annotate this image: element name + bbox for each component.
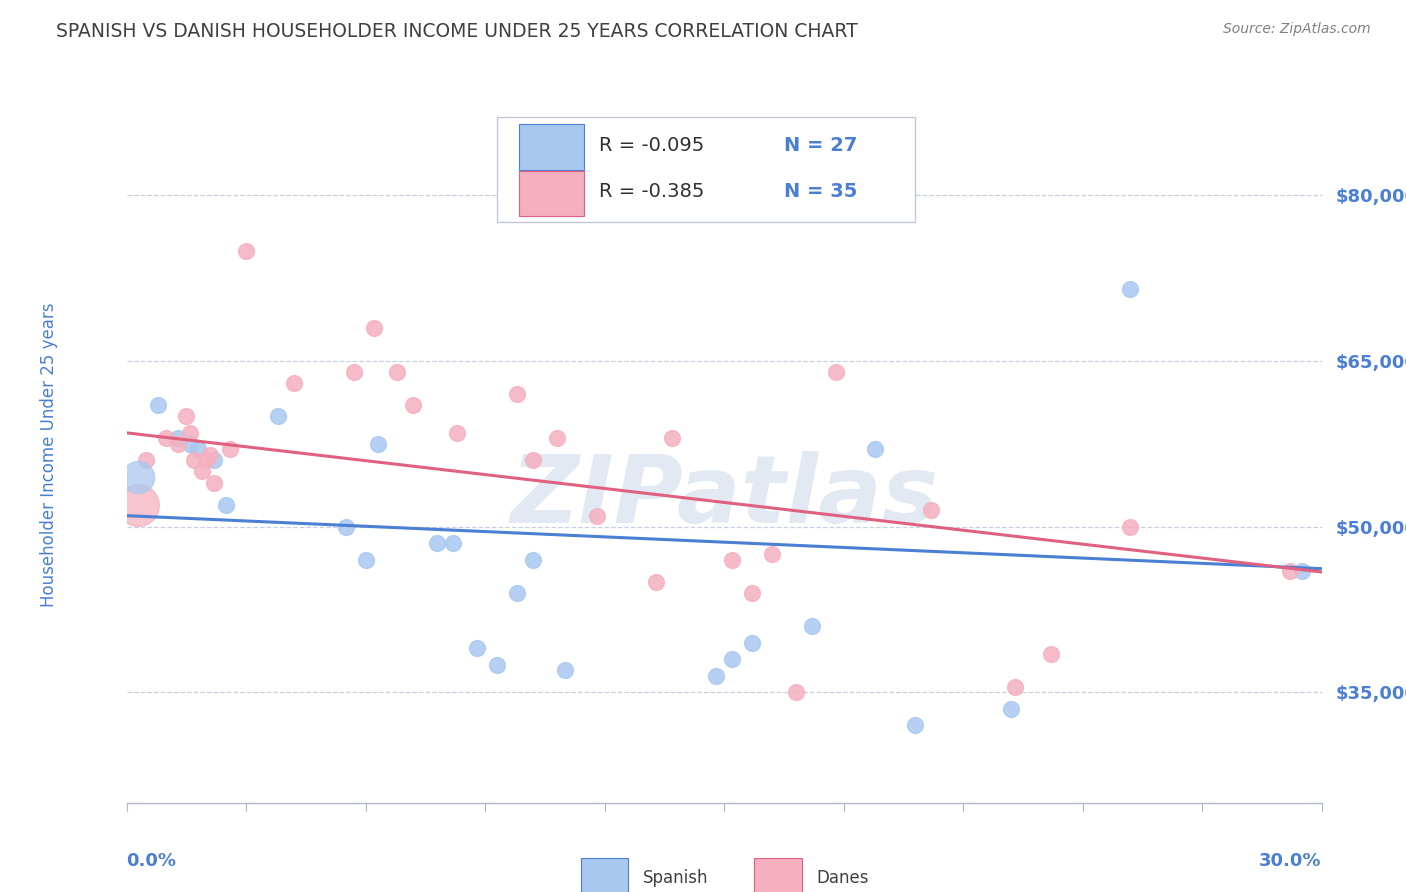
Text: Spanish: Spanish <box>643 869 709 887</box>
Point <box>546 431 568 445</box>
Point <box>522 553 544 567</box>
Point <box>824 365 846 379</box>
Point <box>1291 564 1313 578</box>
Point <box>522 453 544 467</box>
Point <box>645 574 668 589</box>
Point <box>1119 519 1142 533</box>
Text: 0.0%: 0.0% <box>127 852 177 870</box>
Point <box>554 663 576 677</box>
Point <box>506 586 529 600</box>
Point <box>215 498 238 512</box>
Point <box>465 641 488 656</box>
Point <box>1000 702 1022 716</box>
Point <box>283 376 305 391</box>
Point <box>191 465 214 479</box>
Point <box>661 431 683 445</box>
Point <box>402 398 425 412</box>
Text: R = -0.095: R = -0.095 <box>599 136 704 155</box>
Point <box>167 437 190 451</box>
FancyBboxPatch shape <box>498 118 915 222</box>
Point <box>865 442 887 457</box>
Point <box>155 431 177 445</box>
Point <box>366 437 388 451</box>
Point <box>183 453 205 467</box>
Point <box>741 635 763 649</box>
Point <box>585 508 607 523</box>
Point <box>1278 564 1301 578</box>
Text: ZIPatlas: ZIPatlas <box>510 450 938 542</box>
Point <box>179 425 201 440</box>
Text: R = -0.385: R = -0.385 <box>599 183 704 202</box>
Text: 30.0%: 30.0% <box>1260 852 1322 870</box>
Point <box>335 519 357 533</box>
Point <box>127 498 149 512</box>
Point <box>174 409 197 424</box>
Text: Danes: Danes <box>815 869 869 887</box>
Point <box>426 536 449 550</box>
Point <box>486 657 509 672</box>
Point <box>202 475 225 490</box>
Point <box>785 685 807 699</box>
Point <box>179 437 201 451</box>
Point <box>354 553 377 567</box>
Point <box>387 365 409 379</box>
Bar <box>581 858 628 892</box>
Point <box>235 244 257 258</box>
Point <box>267 409 290 424</box>
Point <box>127 470 149 484</box>
Point <box>446 425 468 440</box>
Point <box>721 652 744 666</box>
Point <box>202 453 225 467</box>
Point <box>195 453 218 467</box>
Point <box>200 448 222 462</box>
Point <box>1039 647 1062 661</box>
Point <box>761 547 783 561</box>
Text: N = 27: N = 27 <box>785 136 858 155</box>
Point <box>363 321 385 335</box>
Point <box>741 586 763 600</box>
Text: Householder Income Under 25 years: Householder Income Under 25 years <box>39 302 58 607</box>
Point <box>704 669 727 683</box>
Point <box>800 619 823 633</box>
Bar <box>519 171 585 216</box>
Text: SPANISH VS DANISH HOUSEHOLDER INCOME UNDER 25 YEARS CORRELATION CHART: SPANISH VS DANISH HOUSEHOLDER INCOME UND… <box>56 22 858 41</box>
Point <box>506 387 529 401</box>
Bar <box>754 858 801 892</box>
Point <box>721 553 744 567</box>
Text: Source: ZipAtlas.com: Source: ZipAtlas.com <box>1223 22 1371 37</box>
Point <box>187 442 209 457</box>
Point <box>441 536 464 550</box>
Point <box>1119 282 1142 296</box>
Point <box>343 365 366 379</box>
Text: N = 35: N = 35 <box>785 183 858 202</box>
Bar <box>519 125 585 169</box>
Point <box>135 453 157 467</box>
Point <box>904 718 927 732</box>
Point <box>920 503 942 517</box>
Point <box>148 398 170 412</box>
Point <box>219 442 242 457</box>
Point <box>167 431 190 445</box>
Point <box>1004 680 1026 694</box>
